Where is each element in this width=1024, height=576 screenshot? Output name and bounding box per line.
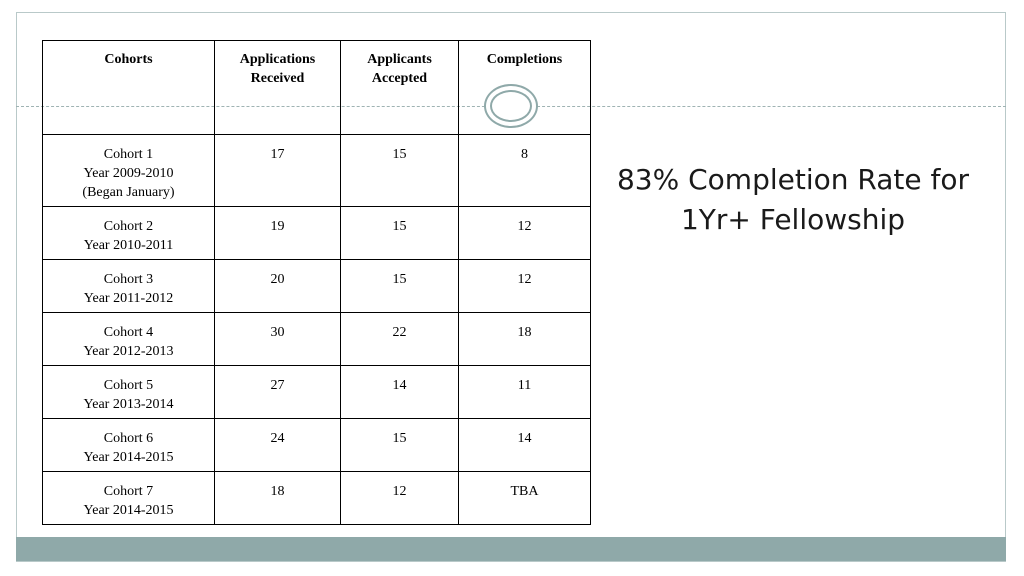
cohort-cell: Cohort 2 Year 2010-2011 — [42, 206, 215, 260]
header-cohorts: Cohorts — [42, 40, 215, 135]
cohort-cell: Cohort 5 Year 2013-2014 — [42, 365, 215, 419]
completions-cell: 12 — [458, 206, 591, 260]
cohort-cell: Cohort 3 Year 2011-2012 — [42, 259, 215, 313]
cohort-cell: Cohort 7 Year 2014-2015 — [42, 471, 215, 525]
header-applications-received: Applications Received — [214, 40, 341, 135]
table-row: Cohort 4 Year 2012-2013 30 22 18 — [42, 312, 591, 366]
table-row: Cohort 6 Year 2014-2015 24 15 14 — [42, 418, 591, 472]
received-cell: 24 — [214, 418, 341, 472]
accepted-cell: 15 — [340, 134, 459, 207]
accepted-cell: 15 — [340, 418, 459, 472]
table-row: Cohort 7 Year 2014-2015 18 12 TBA — [42, 471, 591, 525]
completions-cell: 11 — [458, 365, 591, 419]
cohort-cell: Cohort 1 Year 2009-2010 (Began January) — [42, 134, 215, 207]
completions-cell: 12 — [458, 259, 591, 313]
table-row: Cohort 2 Year 2010-2011 19 15 12 — [42, 206, 591, 260]
completions-cell: 8 — [458, 134, 591, 207]
accepted-cell: 14 — [340, 365, 459, 419]
completions-cell: 18 — [458, 312, 591, 366]
ring-ornament-inner — [490, 90, 532, 122]
completion-rate-headline: 83% Completion Rate for 1Yr+ Fellowship — [616, 163, 969, 236]
table-row: Cohort 5 Year 2013-2014 27 14 11 — [42, 365, 591, 419]
accepted-cell: 15 — [340, 259, 459, 313]
ring-ornament-icon — [484, 84, 538, 128]
cohorts-table: Cohorts Applications Received Applicants… — [42, 40, 591, 525]
cohort-cell: Cohort 4 Year 2012-2013 — [42, 312, 215, 366]
received-cell: 19 — [214, 206, 341, 260]
received-cell: 18 — [214, 471, 341, 525]
completions-cell: TBA — [458, 471, 591, 525]
table-row: Cohort 1 Year 2009-2010 (Began January) … — [42, 134, 591, 207]
accepted-cell: 22 — [340, 312, 459, 366]
received-cell: 20 — [214, 259, 341, 313]
accepted-cell: 12 — [340, 471, 459, 525]
table-row: Cohort 3 Year 2011-2012 20 15 12 — [42, 259, 591, 313]
received-cell: 17 — [214, 134, 341, 207]
accepted-cell: 15 — [340, 206, 459, 260]
completions-cell: 14 — [458, 418, 591, 472]
cohort-cell: Cohort 6 Year 2014-2015 — [42, 418, 215, 472]
received-cell: 30 — [214, 312, 341, 366]
footer-bar — [16, 537, 1006, 561]
header-applicants-accepted: Applicants Accepted — [340, 40, 459, 135]
received-cell: 27 — [214, 365, 341, 419]
